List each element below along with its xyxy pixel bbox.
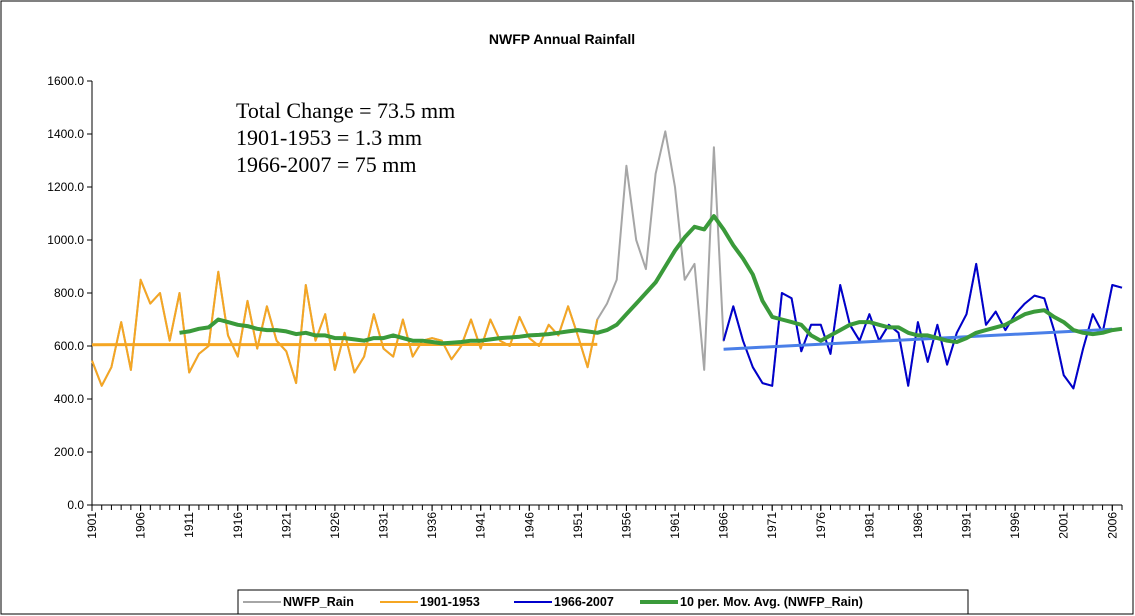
trend-line <box>723 327 1113 351</box>
x-tick-label: 1906 <box>134 512 148 539</box>
x-tick-label: 1996 <box>1008 512 1022 539</box>
legend-label: 10 per. Mov. Avg. (NWFP_Rain) <box>680 595 863 609</box>
x-tick-label: 1921 <box>279 512 293 539</box>
legend-label: NWFP_Rain <box>283 595 354 609</box>
annotation: 1901-1953 = 1.3 mm <box>236 125 422 150</box>
x-tick-label: 1981 <box>862 512 876 539</box>
series-line <box>722 262 1123 390</box>
y-tick-label: 1000.0 <box>47 233 84 247</box>
x-tick-label: 1941 <box>474 512 488 539</box>
annotation: Total Change = 73.5 mm <box>236 98 455 123</box>
y-tick-label: 600.0 <box>54 339 84 353</box>
x-tick-label: 1926 <box>328 512 342 539</box>
y-tick-label: 1600.0 <box>47 74 84 88</box>
y-tick-label: 1400.0 <box>47 127 84 141</box>
x-tick-label: 1916 <box>231 512 245 539</box>
x-tick-label: 1971 <box>765 512 779 539</box>
x-tick-label: 1911 <box>182 512 196 538</box>
x-tick-label: 2006 <box>1105 512 1119 539</box>
legend-box <box>237 589 969 615</box>
y-tick-label: 0.0 <box>67 498 84 512</box>
chart-title: NWFP Annual Rainfall <box>489 31 635 47</box>
x-tick-label: 1966 <box>717 512 731 539</box>
x-tick-label: 1991 <box>960 512 974 539</box>
y-tick-label: 200.0 <box>54 445 84 459</box>
annotation: 1966-2007 = 75 mm <box>236 152 416 177</box>
x-tick-label: 1946 <box>522 512 536 539</box>
x-tick-label: 1986 <box>911 512 925 539</box>
y-tick-label: 1200.0 <box>47 180 84 194</box>
y-tick-label: 400.0 <box>54 392 84 406</box>
x-tick-label: 1936 <box>425 512 439 539</box>
x-tick-label: 1956 <box>619 512 633 539</box>
legend-label: 1901-1953 <box>420 595 480 609</box>
x-tick-label: 1961 <box>668 512 682 539</box>
x-tick-label: 1951 <box>571 512 585 539</box>
x-tick-label: 1931 <box>377 512 391 539</box>
legend-label: 1966-2007 <box>554 595 614 609</box>
x-tick-label: 1976 <box>814 512 828 539</box>
x-tick-label: 2001 <box>1057 512 1071 539</box>
x-tick-label: 1901 <box>85 512 99 539</box>
moving-average-line <box>179 214 1123 346</box>
y-tick-label: 800.0 <box>54 286 84 300</box>
